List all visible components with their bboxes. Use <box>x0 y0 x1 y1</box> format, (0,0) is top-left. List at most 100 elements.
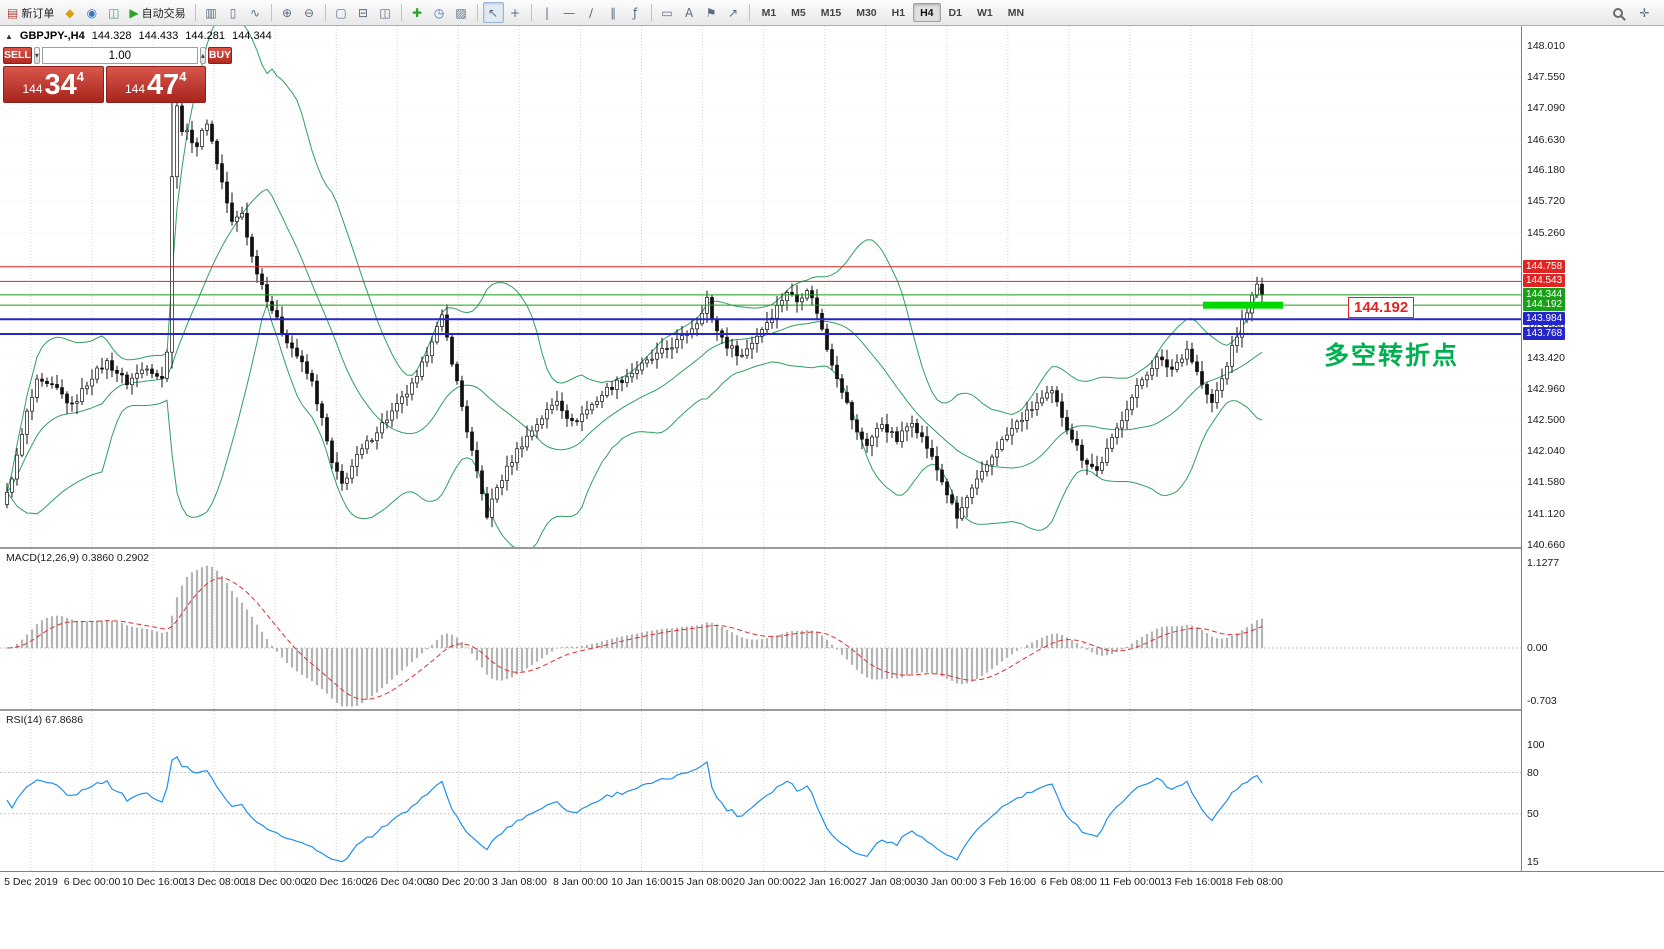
timeframe-m1-button[interactable]: M1 <box>761 6 777 19</box>
crosshair-tool-button[interactable]: + <box>505 2 526 23</box>
terminal-button[interactable]: ◫ <box>103 2 124 23</box>
candlestick-chart-button[interactable]: ▯ <box>223 2 244 23</box>
label-tool-button[interactable]: ⚑ <box>701 2 722 23</box>
timeframe-d1-button[interactable]: D1 <box>948 6 962 19</box>
cascade-windows-button[interactable]: ▢ <box>331 2 352 23</box>
new-order-button[interactable]: ▤ 新订单 <box>3 2 58 23</box>
search-button[interactable] <box>1607 2 1628 23</box>
one-click-trading-panel: SELL ▾ ▴ BUY 144 34 4 144 47 4 <box>3 47 233 103</box>
rsi-value: 67.8686 <box>45 714 84 726</box>
templates-button[interactable]: ▨ <box>451 2 472 23</box>
toolbar-right: ✛ <box>1607 2 1661 23</box>
shapes-tool-button[interactable]: ▭ <box>657 2 678 23</box>
macd-pane[interactable]: MACD(12,26,9) 0.3860 0.2902 <box>0 549 1521 709</box>
arrows-tool-button[interactable]: ↗ <box>723 2 744 23</box>
timeframe-m5-button[interactable]: M5 <box>791 6 806 19</box>
price-axis-label: 142.960 <box>1527 382 1565 395</box>
time-axis-label: 18 Feb 08:00 <box>1221 876 1283 888</box>
time-axis-label: 27 Jan 08:00 <box>855 876 917 888</box>
time-axis-label: 3 Jan 08:00 <box>491 876 547 888</box>
ohlc-high: 144.433 <box>138 30 179 42</box>
quick-nav-button[interactable]: ✛ <box>1634 2 1655 23</box>
toolbar-groups: ▤ 新订单 ◆ ◉ ◫ ▶ 自动交易 ▥ ▯ ∿ ⊕ ⊖ ▢ ⊟ ◫ ✚ ◷ ▨ ↖ + | — ∕ ∥ ƒ ▭ A ⚑ ↗ M1 M5 M1… <box>3 2 1607 23</box>
autotrading-icon: ▶ <box>129 5 139 20</box>
price-axis-label: 147.090 <box>1527 102 1565 115</box>
price-axis-label: 142.500 <box>1527 414 1565 427</box>
fibonacci-tool-icon: ƒ <box>632 5 638 20</box>
price-axis-label: 148.010 <box>1527 40 1565 52</box>
price-chart-pane[interactable]: ▲ GBPJPY-,H4 144.328 144.433 144.281 144… <box>0 26 1521 547</box>
zoom-in-button[interactable]: ⊕ <box>277 2 298 23</box>
toolbar-separator <box>324 4 326 21</box>
volume-input[interactable] <box>41 47 198 64</box>
horizontal-line-tool-button[interactable]: — <box>559 2 580 23</box>
time-axis-label: 30 Jan 00:00 <box>916 876 978 888</box>
buy-price-button[interactable]: 144 47 4 <box>105 66 206 103</box>
sell-button[interactable]: SELL <box>3 47 32 64</box>
vertical-line-tool-button[interactable]: | <box>537 2 558 23</box>
price-axis-label: 146.630 <box>1527 133 1565 146</box>
tile-horizontally-button[interactable]: ⊟ <box>353 2 374 23</box>
price-axis-label: 146.180 <box>1527 164 1565 177</box>
volume-decrease-button[interactable]: ▾ <box>33 47 40 64</box>
price-tag: 144.758 <box>1523 259 1566 273</box>
timeframe-m30-button[interactable]: M30 <box>856 6 877 19</box>
zoom-out-button[interactable]: ⊖ <box>299 2 320 23</box>
tile-horizontally-icon: ⊟ <box>358 5 369 20</box>
rsi-canvas[interactable] <box>0 711 1521 871</box>
label-tool-icon: ⚑ <box>705 5 717 20</box>
navigator-button[interactable]: ◉ <box>81 2 102 23</box>
add-indicator-button[interactable]: ✚ <box>407 2 428 23</box>
timeframe-h4-button[interactable]: H4 <box>913 3 941 22</box>
toolbar-separator <box>650 4 652 21</box>
bar-chart-icon: ▥ <box>205 5 217 20</box>
autotrading-button[interactable]: ▶ 自动交易 <box>125 2 189 23</box>
macd-canvas[interactable] <box>0 549 1521 709</box>
buy-price-main: 144 <box>124 82 146 96</box>
toolbar-separator <box>748 4 750 21</box>
timeframe-h1-button[interactable]: H1 <box>891 6 906 19</box>
timeframe-mn-button[interactable]: MN <box>1007 6 1025 19</box>
oct-collapse-icon[interactable]: ▲ <box>5 31 13 41</box>
price-tag: 144.192 <box>1523 298 1566 312</box>
price-axis[interactable]: 148.010 147.550 147.090 146.630 146.180 145.7… <box>1521 26 1664 871</box>
bar-chart-button[interactable]: ▥ <box>201 2 222 23</box>
rsi-title: RSI(14) <box>6 714 43 726</box>
pane-splitter-rsi[interactable] <box>0 709 1664 711</box>
pane-splitter-macd[interactable] <box>0 547 1664 549</box>
buy-price-pipette: 4 <box>179 69 187 84</box>
macd-indicator-label: MACD(12,26,9) 0.3860 0.2902 <box>6 552 149 564</box>
rsi-axis-label: 50 <box>1527 807 1539 820</box>
quick-nav-icon: ✛ <box>1639 5 1650 20</box>
time-axis-label: 3 Feb 16:00 <box>979 876 1036 888</box>
time-axis[interactable]: 5 Dec 2019 6 Dec 00:00 10 Dec 16:00 13 Dec … <box>0 871 1664 949</box>
time-axis-label: 5 Dec 2019 <box>4 876 58 888</box>
tile-vertically-button[interactable]: ◫ <box>375 2 396 23</box>
symbol-name: GBPJPY-,H4 <box>19 30 85 42</box>
vertical-line-tool-icon: | <box>545 5 550 20</box>
buy-button[interactable]: BUY <box>207 47 233 64</box>
timeframe-w1-button[interactable]: W1 <box>976 6 993 19</box>
sell-price-button[interactable]: 144 34 4 <box>3 66 104 103</box>
trendline-tool-button[interactable]: ∕ <box>581 2 602 23</box>
periods-button[interactable]: ◷ <box>429 2 450 23</box>
time-axis-label: 6 Dec 00:00 <box>63 876 121 888</box>
cursor-tool-button[interactable]: ↖ <box>482 2 504 23</box>
rsi-axis-label: 100 <box>1527 739 1545 751</box>
buy-price-pips: 47 <box>147 69 180 101</box>
text-tool-button[interactable]: A <box>679 2 700 23</box>
new-order-icon: ▤ <box>7 5 19 20</box>
timeframe-m15-button[interactable]: M15 <box>820 6 842 19</box>
cursor-tool-icon: ↖ <box>488 5 499 20</box>
market-watch-button[interactable]: ◆ <box>59 2 80 23</box>
volume-increase-button[interactable]: ▴ <box>199 47 206 64</box>
price-chart-canvas[interactable] <box>0 26 1521 547</box>
crosshair-tool-icon: + <box>510 5 521 20</box>
price-axis-label: 141.120 <box>1527 507 1565 520</box>
rsi-pane[interactable]: RSI(14) 67.8686 <box>0 711 1521 871</box>
price-axis-label: 147.550 <box>1527 71 1565 84</box>
channel-tool-button[interactable]: ∥ <box>603 2 624 23</box>
fibonacci-tool-button[interactable]: ƒ <box>625 2 646 23</box>
line-chart-button[interactable]: ∿ <box>245 2 266 23</box>
trendline-tool-icon: ∕ <box>589 5 594 20</box>
